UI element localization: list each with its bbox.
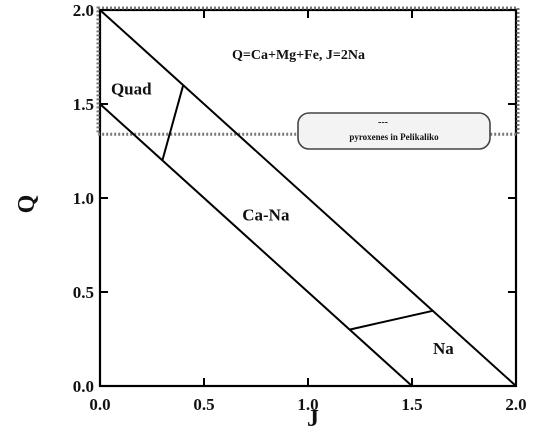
quad-canx-boundary [161,84,185,161]
x-axis-label: J [307,406,319,432]
y-axis-label: Q [14,195,40,214]
x-tick-label: 1.5 [401,395,422,414]
region-label-quad: Quad [111,80,152,99]
canx-na-boundary [349,309,434,331]
upper-boundary [100,10,516,386]
legend-label: pyroxenes in Pelikaliko [349,132,439,142]
x-tick-label: 1.0 [297,395,318,414]
x-tick-label: 0.0 [89,395,110,414]
y-tick-label: 0.0 [73,377,94,396]
y-tick-label: 1.0 [73,189,94,208]
legend-line-symbol: --- [378,117,388,128]
region-label-na: Na [433,339,454,358]
x-tick-label: 2.0 [505,395,526,414]
region-label-ca-na: Ca-Na [242,206,290,225]
legend-box: --- pyroxenes in Pelikaliko [297,112,491,150]
lower-boundary [100,103,413,386]
formula-label: Q=Ca+Mg+Fe, J=2Na [232,48,365,63]
y-tick-label: 1.5 [73,95,94,114]
y-tick-label: 0.5 [73,283,94,302]
x-tick-label: 0.5 [193,395,214,414]
y-tick-label: 2.0 [73,1,94,20]
